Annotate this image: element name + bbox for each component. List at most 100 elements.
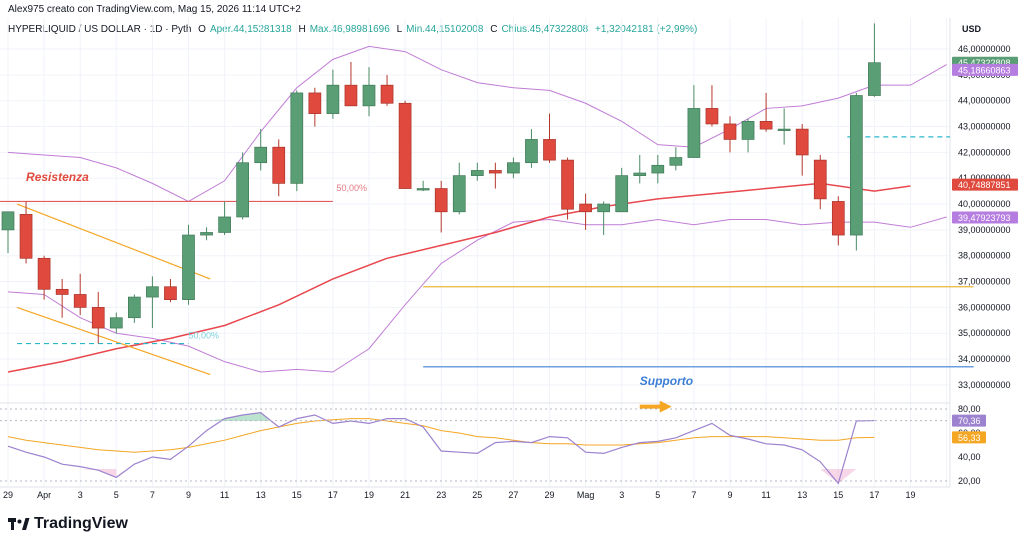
- candle-body: [795, 128, 809, 156]
- y-tick-label: 40,00000000: [958, 199, 1011, 209]
- candle-body: [561, 159, 574, 210]
- candle-body: [200, 232, 213, 236]
- x-tick-label: 13: [256, 490, 266, 500]
- y-tick-label: 46,00000000: [958, 44, 1011, 54]
- candle-body: [831, 201, 845, 236]
- candle-body: [434, 188, 448, 213]
- candle-body: [579, 203, 592, 213]
- price-axis-badge-label: 40,74887851: [958, 180, 1011, 190]
- y-tick-label: 33,00000000: [958, 380, 1011, 390]
- x-tick-label: 15: [292, 490, 302, 500]
- x-tick-label: 3: [78, 490, 83, 500]
- candle-body: [489, 170, 502, 174]
- price-axis-badge-label: 45,47322808: [958, 58, 1011, 68]
- close-label: C: [490, 24, 498, 35]
- rsi-overbought-fill: [206, 412, 270, 421]
- x-tick-label: 17: [328, 490, 338, 500]
- price-axis-badge-label: 45,18660863: [958, 65, 1011, 75]
- x-tick-label: 25: [472, 490, 482, 500]
- x-tick-label: Mag: [577, 490, 595, 500]
- x-tick-label: 29: [3, 490, 13, 500]
- rsi-axis-badge-label: 70,36: [958, 416, 981, 426]
- candle-body: [362, 84, 376, 107]
- candle-body: [109, 317, 123, 329]
- candle-body: [597, 203, 611, 213]
- currency-label: USD: [962, 24, 982, 34]
- y-tick-label: 41,00000000: [958, 173, 1011, 183]
- fib-level-label: 50,00%: [189, 330, 220, 340]
- y-tick-label: 38,00000000: [958, 251, 1011, 261]
- y-tick-label: 39,00000000: [958, 225, 1011, 235]
- x-tick-label: 15: [833, 490, 843, 500]
- candle-body: [218, 216, 231, 233]
- symbol-name[interactable]: HYPERLIQUID / US DOLLAR · 1D · Pyth: [8, 24, 192, 35]
- price-axis-badge-label: 39,47923793: [958, 213, 1011, 223]
- candle-body: [91, 307, 105, 329]
- y-tick-label: 43,00000000: [958, 122, 1011, 132]
- rsi-axis-badge: [952, 431, 986, 444]
- candle-body: [633, 172, 647, 176]
- rsi-axis-badge: [952, 414, 986, 427]
- x-tick-label: 13: [797, 490, 807, 500]
- tradingview-logo[interactable]: TradingView: [8, 515, 128, 533]
- x-tick-label: 9: [727, 490, 732, 500]
- x-tick-label: 27: [508, 490, 518, 500]
- candle-body: [669, 157, 683, 166]
- candle-body: [1, 211, 15, 231]
- candle-body: [236, 162, 249, 218]
- candle-body: [868, 62, 881, 96]
- y-tick-label: 35,00000000: [958, 328, 1011, 338]
- x-tick-label: 5: [655, 490, 660, 500]
- candle-body: [777, 128, 791, 131]
- candle-body: [19, 214, 33, 259]
- candle-body: [849, 95, 863, 236]
- candle-body: [272, 146, 286, 184]
- x-tick-label: 7: [691, 490, 696, 500]
- open-label: O: [198, 24, 206, 35]
- close-value: Chius.45,47322808: [501, 24, 589, 35]
- price-axis-badge: [952, 178, 1018, 191]
- candle-body: [37, 257, 51, 290]
- candle-body: [525, 139, 538, 164]
- x-tick-label: 19: [905, 490, 915, 500]
- candle-body: [326, 84, 340, 114]
- price-axis-badge: [952, 211, 1018, 224]
- change-value: +1,32042181 (+2,99%): [594, 24, 698, 35]
- bb-lower-line: [7, 216, 947, 373]
- x-tick-label: 29: [544, 490, 554, 500]
- y-tick-label: 44,00000000: [958, 96, 1011, 106]
- candle-body: [73, 294, 87, 308]
- x-tick-label: 5: [114, 490, 119, 500]
- candle-body: [416, 188, 430, 191]
- x-tick-label: 19: [364, 490, 374, 500]
- candle-body: [470, 170, 484, 176]
- y-tick-label: 34,00000000: [958, 354, 1011, 364]
- author-caption: Alex975 creato con TradingView.com, Mag …: [8, 4, 301, 15]
- candle-body: [290, 92, 304, 184]
- fib-level-label: 50,00%: [337, 183, 368, 193]
- bb-basis-line: [7, 182, 911, 373]
- candle-body: [507, 162, 520, 174]
- channel-line-2: [16, 306, 211, 376]
- candle-body: [308, 92, 322, 114]
- rsi-y-tick-label: 20,00: [958, 476, 981, 486]
- price-axis-badge: [952, 63, 1018, 76]
- label-supporto: Supporto: [640, 374, 693, 388]
- candle-body: [705, 108, 719, 125]
- rsi-line: [7, 411, 875, 485]
- low-value: Min.44,15102008: [406, 24, 484, 35]
- candle-body: [254, 146, 268, 164]
- symbol-legend: HYPERLIQUID / US DOLLAR · 1D · Pyth O Ape…: [8, 24, 701, 35]
- candle-body: [55, 288, 69, 295]
- candle-body: [741, 121, 755, 140]
- candle-body: [759, 121, 773, 130]
- candle-body: [398, 102, 412, 189]
- x-tick-label: 7: [150, 490, 155, 500]
- candle-body: [615, 175, 629, 213]
- candle-body: [146, 286, 159, 298]
- candle-body: [128, 296, 141, 319]
- candle-body: [687, 108, 701, 158]
- rsi-y-tick-label: 80,00: [958, 404, 981, 414]
- rsi-oversold-fill-1: [62, 469, 117, 478]
